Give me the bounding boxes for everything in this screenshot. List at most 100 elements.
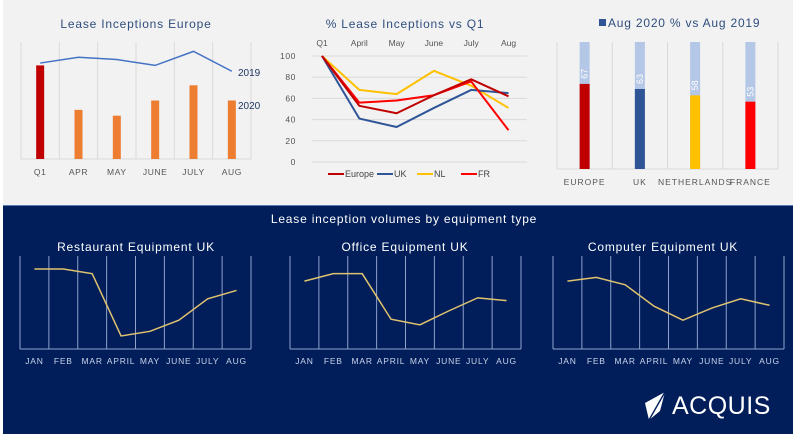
- legend-label-fr: FR: [478, 169, 490, 179]
- line-fr: [321, 55, 510, 131]
- section-title: Lease inception volumes by equipment typ…: [271, 212, 537, 226]
- bar-fill-france: [745, 101, 756, 169]
- x-tick-label: AUG: [759, 356, 780, 366]
- series-lines: [321, 55, 510, 131]
- series-line: [567, 276, 770, 321]
- bars: 67 63 58 53: [579, 42, 756, 169]
- bar-fill-netherlands: [690, 95, 701, 169]
- data-label-france: 53: [745, 87, 755, 97]
- x-tick-label: EUROPE: [564, 177, 606, 187]
- chart-title: Office Equipment UK: [341, 240, 468, 254]
- data-label-europe: 67: [580, 69, 590, 79]
- line-nl: [321, 55, 510, 109]
- x-tick-label: AUG: [222, 167, 242, 177]
- y-tick-label: 60: [285, 93, 296, 103]
- x-tick-label: June: [425, 38, 444, 48]
- x-tick-label: MAY: [673, 356, 693, 366]
- y-tick-label: 80: [285, 72, 296, 82]
- x-tick-label: APRIL: [377, 356, 406, 366]
- x-tick-label: APRIL: [640, 356, 669, 366]
- bar-aug: [227, 100, 236, 159]
- legend-swatch: [599, 19, 606, 26]
- x-tick-label: APRIL: [107, 356, 136, 366]
- x-axis-ticks: JAN FEB MAR APRIL MAY JUNE JULY AUG: [558, 356, 780, 366]
- legend-label-europe: Europe: [345, 169, 374, 179]
- chart-office-equipment-uk: Office Equipment UK JAN FEB MAR APRIL MAY JUN…: [289, 240, 522, 366]
- x-axis-ticks: Q1 APR MAY JUNE JULY AUG: [34, 167, 242, 177]
- legend-label-nl: NL: [434, 169, 446, 179]
- x-axis-ticks: JAN FEB MAR APRIL MAY JUNE JULY AUG: [25, 356, 247, 366]
- data-label-uk: 63: [635, 74, 645, 84]
- line-2019: [40, 50, 233, 72]
- chart-title: Computer Equipment UK: [588, 240, 738, 254]
- x-tick-label: UK: [633, 177, 647, 187]
- x-tick-label: MAR: [352, 356, 373, 366]
- legend-label-uk: UK: [394, 169, 407, 179]
- x-axis-ticks: JAN FEB MAR APRIL MAY JUNE JULY AUG: [295, 356, 517, 366]
- series-label-2020: 2020: [238, 101, 261, 112]
- gridlines: [20, 42, 252, 160]
- x-tick-label: JAN: [295, 356, 313, 366]
- x-tick-label: July: [464, 38, 480, 48]
- chart-pct-vs-q1: % Lease Inceptions vs Q1 0 20 40 60 80 100 Q1…: [280, 17, 527, 179]
- x-tick-label: AUG: [496, 356, 517, 366]
- bar-fill-uk: [634, 88, 645, 169]
- line-path: [304, 272, 507, 326]
- brand-name: ACQUIS: [672, 391, 771, 420]
- y-tick-label: 40: [285, 115, 296, 125]
- x-tick-label: FRANCE: [730, 177, 771, 187]
- acquis-kite-logo-icon: [645, 391, 666, 421]
- bars-2020: [36, 65, 236, 159]
- gridlines: [312, 55, 527, 163]
- x-tick-label: JUNE: [699, 356, 724, 366]
- x-tick-label: JAN: [558, 356, 576, 366]
- y-tick-label: 0: [291, 157, 296, 167]
- y-tick-label: 100: [280, 51, 296, 61]
- series-line: [304, 272, 507, 326]
- chart-lease-inceptions-europe: Lease Inceptions Europe Q1 APR MAY JUNE JULY…: [20, 17, 261, 177]
- x-tick-label: Q1: [316, 38, 328, 48]
- line-path: [567, 276, 770, 321]
- x-tick-label: NETHERLANDS: [658, 177, 732, 187]
- x-tick-label: MAY: [107, 167, 127, 177]
- bar-may: [112, 115, 121, 159]
- x-tick-label: JUNE: [143, 167, 168, 177]
- x-tick-label: MAY: [140, 356, 160, 366]
- bar-june: [151, 100, 160, 159]
- bar-fill-europe: [579, 83, 590, 169]
- legend: Europe UK NL FR: [328, 169, 490, 179]
- series-label-2019: 2019: [238, 68, 261, 79]
- gridlines: [556, 42, 779, 170]
- bar-apr: [74, 109, 83, 159]
- x-tick-label: MAR: [82, 356, 103, 366]
- line-path: [34, 268, 237, 337]
- x-axis-ticks: Q1 April May June July Aug: [316, 38, 516, 48]
- chart-computer-equipment-uk: Computer Equipment UK JAN FEB MAR APRIL MAY J…: [552, 240, 785, 366]
- x-tick-label: May: [389, 38, 406, 48]
- data-label-netherlands: 58: [690, 80, 700, 90]
- bar-july: [189, 85, 198, 159]
- bar-q1: [36, 65, 45, 159]
- top-charts-panel: [3, 0, 793, 205]
- gridlines: [289, 256, 522, 350]
- x-tick-label: JUNE: [436, 356, 461, 366]
- x-tick-label: FEB: [587, 356, 606, 366]
- x-tick-label: JULY: [196, 356, 219, 366]
- x-tick-label: MAR: [615, 356, 636, 366]
- x-tick-label: JULY: [729, 356, 752, 366]
- x-tick-label: AUG: [226, 356, 247, 366]
- x-tick-label: FEB: [54, 356, 73, 366]
- series-line: [34, 268, 237, 337]
- chart-title: % Lease Inceptions vs Q1: [326, 17, 485, 31]
- x-tick-label: MAY: [410, 356, 430, 366]
- x-tick-label: Aug: [501, 38, 516, 48]
- x-tick-label: JUNE: [166, 356, 191, 366]
- line-2019-path: [40, 50, 233, 72]
- x-tick-label: APR: [69, 167, 88, 177]
- chart-title: Aug 2020 % vs Aug 2019: [608, 16, 760, 30]
- chart-title: Restaurant Equipment UK: [57, 240, 215, 254]
- acquis-logo: ACQUIS: [643, 390, 771, 422]
- x-tick-label: JULY: [182, 167, 205, 177]
